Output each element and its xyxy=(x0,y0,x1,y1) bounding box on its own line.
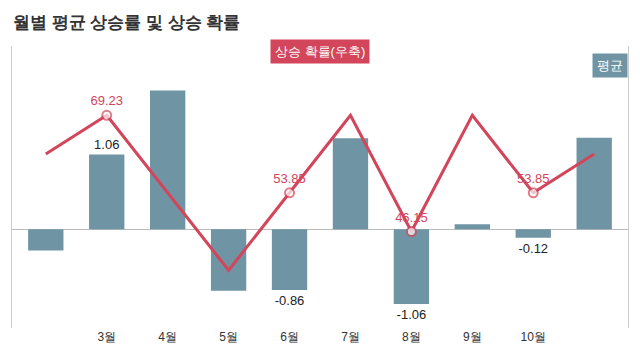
svg-text:53.85: 53.85 xyxy=(517,171,550,186)
svg-text:-0.12: -0.12 xyxy=(518,241,548,256)
svg-text:69.23: 69.23 xyxy=(90,93,123,108)
svg-text:10월: 10월 xyxy=(521,330,546,344)
svg-text:평균: 평균 xyxy=(597,58,623,73)
svg-text:53.85: 53.85 xyxy=(273,171,306,186)
svg-text:1.06: 1.06 xyxy=(94,137,119,152)
svg-text:8월: 8월 xyxy=(402,330,421,344)
svg-text:9월: 9월 xyxy=(463,330,482,344)
svg-text:-1.06: -1.06 xyxy=(397,307,427,322)
svg-text:7월: 7월 xyxy=(341,330,360,344)
svg-text:상승 확률(우축): 상승 확률(우축) xyxy=(275,44,365,59)
svg-text:3월: 3월 xyxy=(97,330,116,344)
svg-text:46.15: 46.15 xyxy=(395,210,428,225)
svg-text:6월: 6월 xyxy=(280,330,299,344)
svg-text:5월: 5월 xyxy=(219,330,238,344)
svg-text:-0.86: -0.86 xyxy=(275,293,305,308)
svg-text:월별 평균 상승률 및 상승 확률: 월별 평균 상승률 및 상승 확률 xyxy=(13,13,241,32)
svg-text:4월: 4월 xyxy=(158,330,177,344)
